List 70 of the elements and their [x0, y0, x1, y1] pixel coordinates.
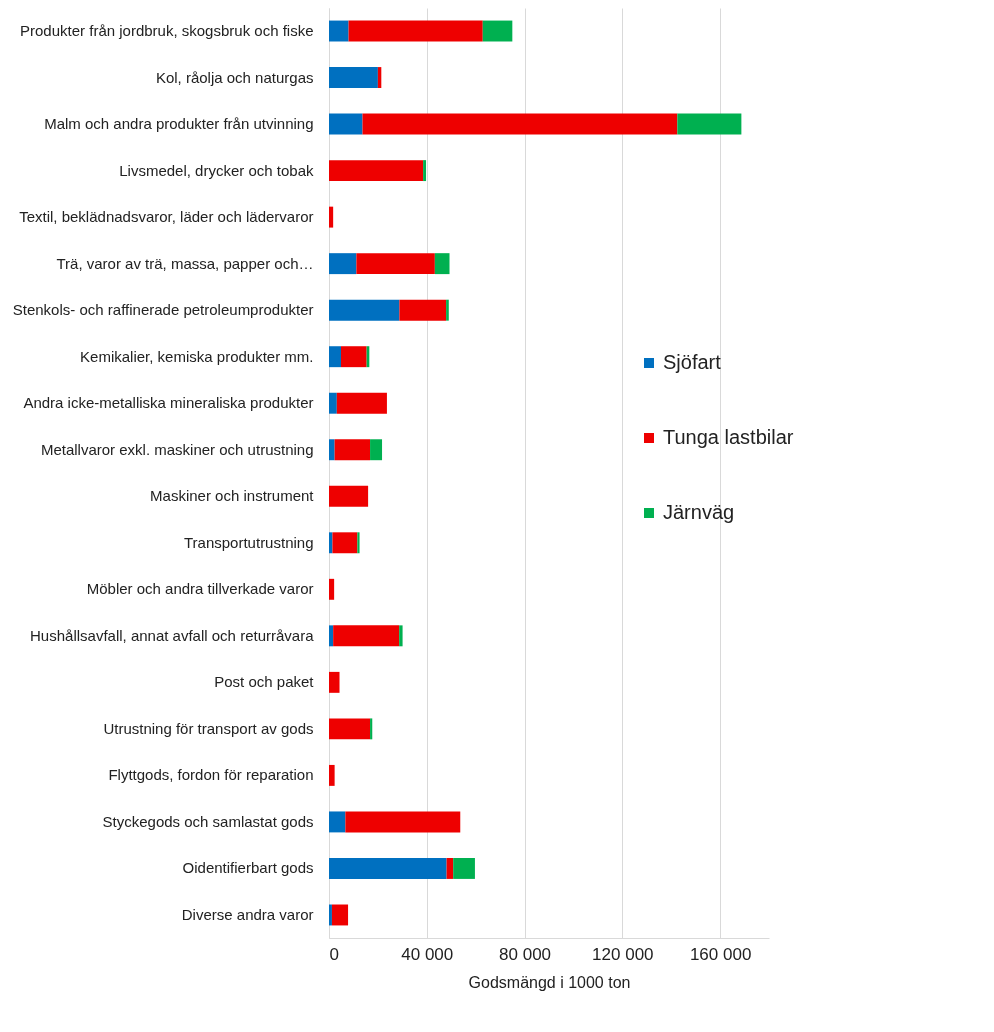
bar [329, 625, 334, 647]
bar [348, 20, 483, 42]
bar [446, 299, 449, 321]
y-tick-label: Malm och andra produkter från utvinning [44, 115, 314, 133]
y-tick-label: Maskiner och instrument [150, 487, 315, 505]
y-tick-label: Hushållsavfall, annat avfall och returråvara [30, 626, 315, 644]
bar [329, 20, 349, 42]
bar [329, 718, 371, 740]
bar [329, 206, 334, 228]
bar [345, 811, 461, 833]
bar [329, 811, 346, 833]
bar [329, 346, 341, 368]
y-tick-label: Transportutrustning [183, 533, 314, 551]
bar [329, 160, 424, 182]
bar [334, 439, 371, 461]
bar [332, 532, 358, 554]
y-tick-label: Kemikalier, kemiska produkter mm. [80, 347, 314, 365]
x-axis-title: Godsmängd i 1000 ton [468, 973, 631, 991]
bar [329, 299, 400, 321]
bar [329, 253, 357, 275]
x-tick-label: 40 000 [401, 944, 454, 964]
bar [329, 392, 337, 414]
y-tick-label: Möbler och andra tillverkade varor [86, 580, 314, 598]
bar [340, 346, 367, 368]
y-tick-label: Flyttgods, fordon för reparation [108, 766, 314, 784]
bar [329, 671, 340, 693]
x-tick-label: 0 [329, 944, 339, 964]
bar [362, 113, 678, 135]
bar [399, 625, 403, 647]
bar [329, 578, 335, 600]
y-tick-label: Andra icke-metalliska mineraliska produkter [23, 394, 314, 412]
bar [453, 857, 475, 879]
y-tick-label: Textil, beklädnadsvaror, läder och lädervaror [19, 208, 314, 226]
y-tick-label: Trä, varor av trä, massa, papper och… [56, 254, 314, 272]
y-tick-label: Produkter från jordbruk, skogsbruk och fiske [20, 22, 314, 40]
bar [333, 625, 400, 647]
y-tick-label: Livsmedel, drycker och tobak [119, 161, 314, 179]
legend-label: Sjöfart [663, 351, 722, 373]
bar [329, 857, 447, 879]
y-tick-label: Post och paket [214, 673, 315, 691]
bar [446, 857, 454, 879]
bar [331, 904, 349, 926]
y-tick-label: Diverse andra varor [181, 905, 314, 923]
y-tick-label: Utrustning för transport av gods [103, 719, 314, 737]
bar [329, 67, 378, 89]
bar [677, 113, 742, 135]
y-tick-label: Kol, råolja och naturgas [155, 68, 314, 86]
bar [370, 718, 373, 740]
bar [357, 532, 360, 554]
bar [336, 392, 387, 414]
bar [356, 253, 435, 275]
bar [370, 439, 383, 461]
y-tick-label: Metallvaror exkl. maskiner och utrustning [40, 440, 314, 458]
bar [329, 439, 335, 461]
bar [423, 160, 427, 182]
bar [329, 764, 335, 786]
bar [482, 20, 513, 42]
legend-label: Tunga lastbilar [663, 426, 794, 448]
x-tick-label: 160 000 [689, 944, 752, 964]
bar [434, 253, 450, 275]
bar [329, 904, 332, 926]
x-tick-label: 120 000 [592, 944, 654, 964]
y-tick-label: Oidentifierbart gods [182, 859, 314, 877]
bar [329, 113, 363, 135]
legend-label: Järnväg [663, 501, 735, 523]
bar [329, 485, 369, 507]
bar [399, 299, 447, 321]
x-tick-label: 80 000 [499, 944, 552, 964]
y-tick-label: Stenkols- och raffinerade petroleumprodukter [12, 301, 314, 319]
y-tick-label: Styckegods och samlastat gods [102, 812, 314, 830]
